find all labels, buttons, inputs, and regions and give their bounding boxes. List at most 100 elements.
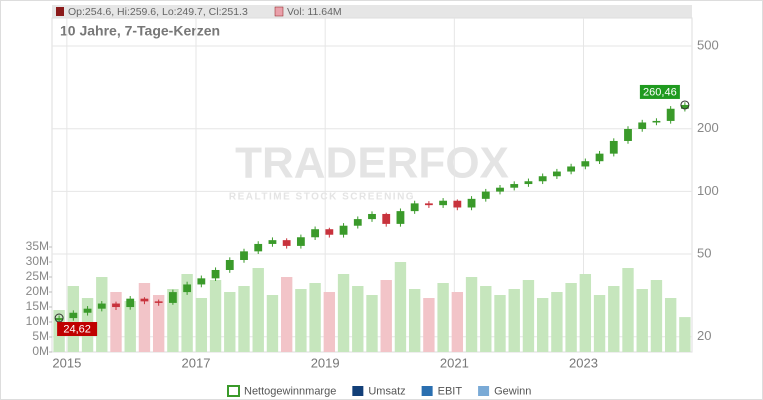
volume-bar [366, 295, 378, 352]
x-tick-label: 2015 [52, 355, 81, 370]
volume-bar [650, 280, 663, 352]
candle-body [69, 312, 78, 319]
candle-body [83, 308, 92, 313]
candle-body [638, 122, 647, 129]
price-label-box [57, 322, 98, 337]
candle-body [296, 237, 305, 246]
legend-swatch [478, 386, 490, 396]
volume-bar [536, 298, 549, 352]
candle-body [97, 303, 106, 309]
candle-body [126, 298, 135, 308]
volume-bar [565, 283, 577, 352]
x-tick-label: 2017 [182, 355, 211, 370]
candle-body [624, 128, 632, 141]
candle-body [325, 229, 334, 235]
candle-body [439, 200, 448, 206]
volume-bar [238, 286, 250, 352]
candle-body [510, 184, 519, 188]
volume-bar [494, 295, 506, 352]
volume-bar [408, 289, 421, 352]
candle-body [467, 198, 476, 208]
volume-bar [664, 298, 677, 352]
x-tick-label: 2019 [311, 355, 340, 370]
candle-body [595, 153, 604, 162]
legend-label: Umsatz [368, 385, 405, 397]
volume-bar [352, 286, 364, 352]
legend-swatch [352, 386, 364, 396]
chart-title: 10 Jahre, 7-Tage-Kerzen [60, 23, 220, 39]
volume-bar [124, 301, 136, 352]
legend-label: Gewinn [494, 385, 531, 397]
volume-bar [394, 262, 407, 352]
candle-body [524, 181, 533, 185]
volume-bar [181, 274, 193, 352]
y-tick-label: 100 [697, 183, 719, 198]
candle-body [382, 213, 391, 224]
candle-body [552, 171, 561, 177]
volume-bar [480, 286, 492, 352]
volume-bar [280, 277, 293, 352]
candle-body [496, 187, 504, 192]
v-tick-label: 5M [32, 329, 49, 343]
volume-bar [437, 283, 449, 352]
v-tick-label: 25M [26, 269, 49, 283]
legend-swatch [421, 386, 433, 396]
ohlc-text: Op:254.6, Hi:259.6, Lo:249.7, Cl:251.3 [68, 6, 248, 18]
candle-body [567, 166, 576, 172]
volume-bar [167, 289, 179, 352]
candle-body [538, 176, 547, 182]
volume-bar [608, 286, 620, 352]
v-tick-label: 30M [26, 254, 49, 268]
candle-body [168, 292, 177, 303]
y-tick-label: 20 [697, 328, 711, 343]
volume-bar [423, 298, 435, 352]
volume-bar [465, 277, 478, 352]
volume-bar [152, 295, 165, 352]
candle-body [140, 298, 149, 302]
x-tick-label: 2023 [569, 355, 598, 370]
volume-bar [96, 277, 108, 352]
candle-body [424, 203, 433, 206]
volume-bar [508, 289, 520, 352]
volume-bar [252, 268, 264, 352]
candle-body [112, 303, 120, 308]
candle-body [240, 251, 248, 260]
v-tick-label: 0M [32, 344, 49, 358]
candle-body [282, 240, 291, 246]
legend-label: Nettogewinnmarge [244, 385, 336, 397]
candle-body [154, 301, 163, 303]
volume-bar [622, 268, 634, 352]
candle-body [353, 219, 362, 226]
volume-bar [380, 280, 392, 352]
volume-bar [551, 292, 563, 352]
vol-swatch [274, 6, 284, 17]
candle-body [211, 269, 220, 279]
candle-body [311, 229, 320, 238]
price-label-box [639, 84, 680, 99]
v-tick-label: 10M [26, 314, 49, 328]
candle-body [254, 243, 263, 252]
v-tick-label: 20M [26, 284, 49, 298]
ohlc-swatch [56, 7, 64, 16]
candle-body [581, 161, 590, 167]
candle-body [339, 225, 348, 235]
candle-body [680, 104, 689, 109]
legend-swatch [227, 385, 240, 397]
volume-bar [266, 295, 279, 352]
vol-text: Vol: 11.64M [287, 6, 342, 18]
v-tick-label: 35M [26, 239, 49, 253]
header-bar [52, 5, 692, 18]
candle-body [453, 200, 462, 208]
watermark-tagline: REALTIME STOCK SCREENING [229, 192, 415, 203]
volume-bar [337, 274, 350, 352]
x-tick-label: 2021 [440, 355, 469, 370]
y-tick-label: 200 [697, 120, 719, 135]
volume-bar [224, 292, 236, 352]
volume-bar [209, 280, 222, 352]
y-tick-label: 50 [697, 245, 711, 260]
volume-bar [451, 292, 464, 352]
marker [680, 100, 690, 110]
candle-body [481, 191, 490, 199]
candle-body [268, 240, 277, 244]
